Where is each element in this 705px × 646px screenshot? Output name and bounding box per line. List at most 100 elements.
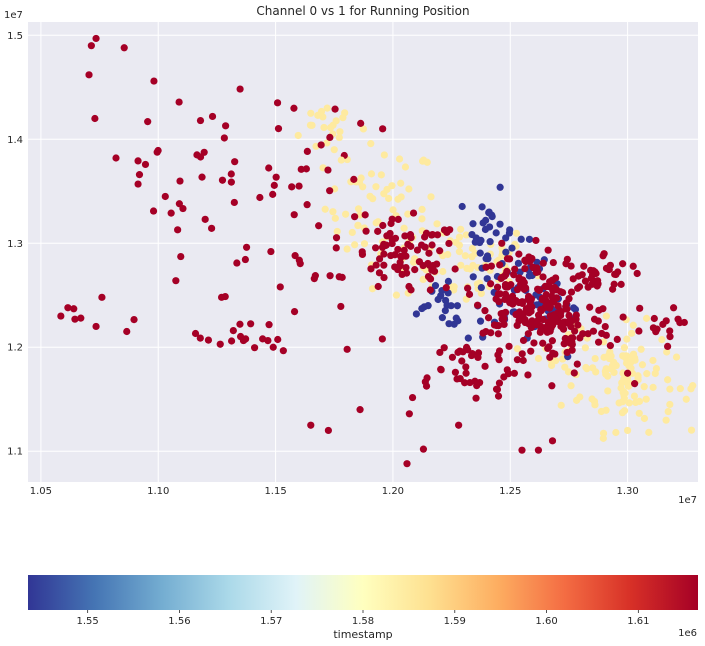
scatter-point	[241, 255, 249, 264]
scatter-point	[375, 255, 384, 263]
scatter-point	[521, 318, 529, 327]
scatter-point	[513, 356, 522, 364]
scatter-point	[279, 347, 287, 355]
scatter-point	[587, 266, 595, 274]
scatter-point	[487, 280, 495, 288]
scatter-point	[324, 166, 332, 174]
scatter-point	[207, 224, 216, 232]
scatter-point	[494, 330, 502, 338]
scatter-point	[391, 234, 400, 242]
scatter-point	[443, 228, 451, 236]
scatter-point	[525, 235, 534, 243]
scatter-point	[560, 340, 568, 348]
scatter-point	[367, 140, 375, 148]
scatter-point	[172, 277, 180, 285]
scatter-point	[395, 155, 404, 163]
scatter-point	[407, 286, 415, 294]
scatter-point	[594, 317, 602, 325]
y-axis-ticks: 1.1 1.2 1.3 1.4 1.5	[7, 31, 23, 458]
scatter-point	[269, 190, 277, 198]
scatter-point	[619, 313, 627, 321]
scatter-point	[141, 160, 150, 169]
scatter-point	[527, 307, 535, 315]
scatter-point	[633, 269, 641, 278]
scatter-point	[419, 275, 427, 284]
scatter-point	[150, 77, 158, 85]
scatter-point	[666, 327, 674, 335]
scatter-point	[502, 234, 510, 242]
scatter-point	[482, 263, 490, 271]
scatter-point	[397, 179, 405, 187]
scatter-point	[594, 338, 603, 346]
scatter-point	[383, 232, 391, 240]
scatter-point	[534, 354, 543, 363]
scatter-point	[601, 367, 609, 375]
scatter-point	[388, 182, 396, 190]
scatter-point	[326, 272, 334, 280]
scatter-point	[485, 208, 493, 216]
colorbar-tick-label: 1.56	[168, 616, 190, 627]
scatter-point	[380, 273, 388, 282]
scatter-point	[362, 227, 370, 235]
scatter-point	[563, 305, 571, 313]
scatter-point	[542, 283, 550, 291]
scatter-point	[495, 379, 504, 387]
scatter-point	[372, 261, 380, 269]
scatter-point	[324, 426, 332, 435]
scatter-point	[196, 334, 204, 342]
scatter-point	[553, 286, 561, 294]
scatter-point	[645, 428, 653, 436]
scatter-point	[629, 321, 637, 329]
scatter-point	[236, 85, 244, 93]
scatter-point	[406, 231, 415, 239]
scatter-point	[619, 260, 627, 268]
scatter-point	[548, 277, 556, 285]
scatter-point	[343, 245, 351, 253]
scatter-point	[557, 401, 565, 409]
scatter-point	[576, 334, 584, 342]
scatter-point	[357, 119, 365, 127]
scatter-point	[303, 201, 311, 209]
scatter-point	[465, 290, 474, 298]
scatter-point	[559, 325, 567, 333]
scatter-point	[457, 261, 465, 269]
x-tick-label: 1.30	[616, 486, 638, 497]
scatter-point	[227, 178, 235, 186]
scatter-point	[329, 208, 337, 216]
scatter-point	[191, 329, 200, 338]
scatter-point	[514, 259, 523, 267]
scatter-point	[546, 321, 554, 329]
scatter-point	[339, 114, 347, 122]
scatter-point	[481, 225, 490, 234]
scatter-point	[467, 351, 476, 360]
scatter-point	[392, 291, 401, 299]
scatter-point	[436, 348, 444, 357]
scatter-point	[599, 429, 608, 437]
scatter-point	[586, 303, 594, 311]
y-tick-label: 1.3	[7, 239, 23, 250]
scatter-point	[453, 302, 461, 310]
scatter-point	[629, 262, 637, 270]
scatter-point	[563, 348, 571, 357]
scatter-point	[123, 327, 131, 336]
scatter-point	[397, 193, 405, 201]
scatter-point	[469, 220, 477, 228]
scatter-point	[599, 434, 607, 442]
scatter-point	[379, 125, 387, 133]
scatter-point	[256, 193, 264, 202]
scatter-point	[528, 254, 536, 263]
scatter-point	[330, 146, 338, 154]
scatter-point	[687, 385, 695, 393]
scatter-point	[426, 275, 435, 283]
scatter-point	[331, 105, 339, 113]
scatter-point	[623, 369, 632, 377]
scatter-point	[326, 133, 334, 141]
scatter-point	[321, 205, 329, 213]
scatter-point	[343, 345, 351, 353]
scatter-point	[394, 215, 402, 223]
scatter-point	[290, 307, 299, 316]
scatter-point	[356, 211, 364, 219]
scatter-point	[401, 163, 410, 171]
scatter-point	[265, 164, 273, 172]
